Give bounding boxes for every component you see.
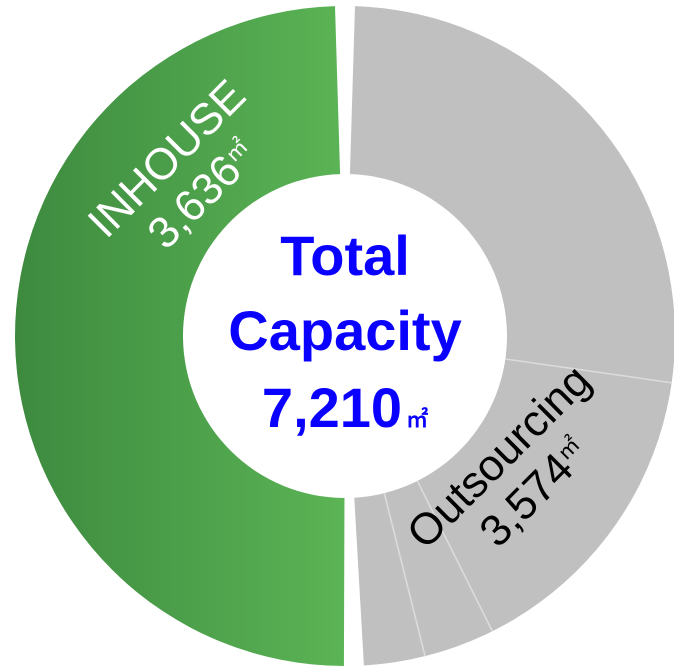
- slice-inhouse: [15, 6, 345, 666]
- center-total-label: Total: [280, 224, 410, 287]
- slice-outsourcing: [349, 6, 674, 666]
- center-value: 7,210: [262, 376, 402, 439]
- outsourcing-segment-line: [383, 492, 426, 657]
- center-unit: ㎡: [406, 407, 428, 432]
- outsourcing-segment-line: [505, 358, 672, 384]
- center-capacity-label: Capacity: [228, 299, 461, 362]
- outsourcing-segment-line: [416, 480, 494, 632]
- center-total-value: 7,210 ㎡: [262, 376, 428, 439]
